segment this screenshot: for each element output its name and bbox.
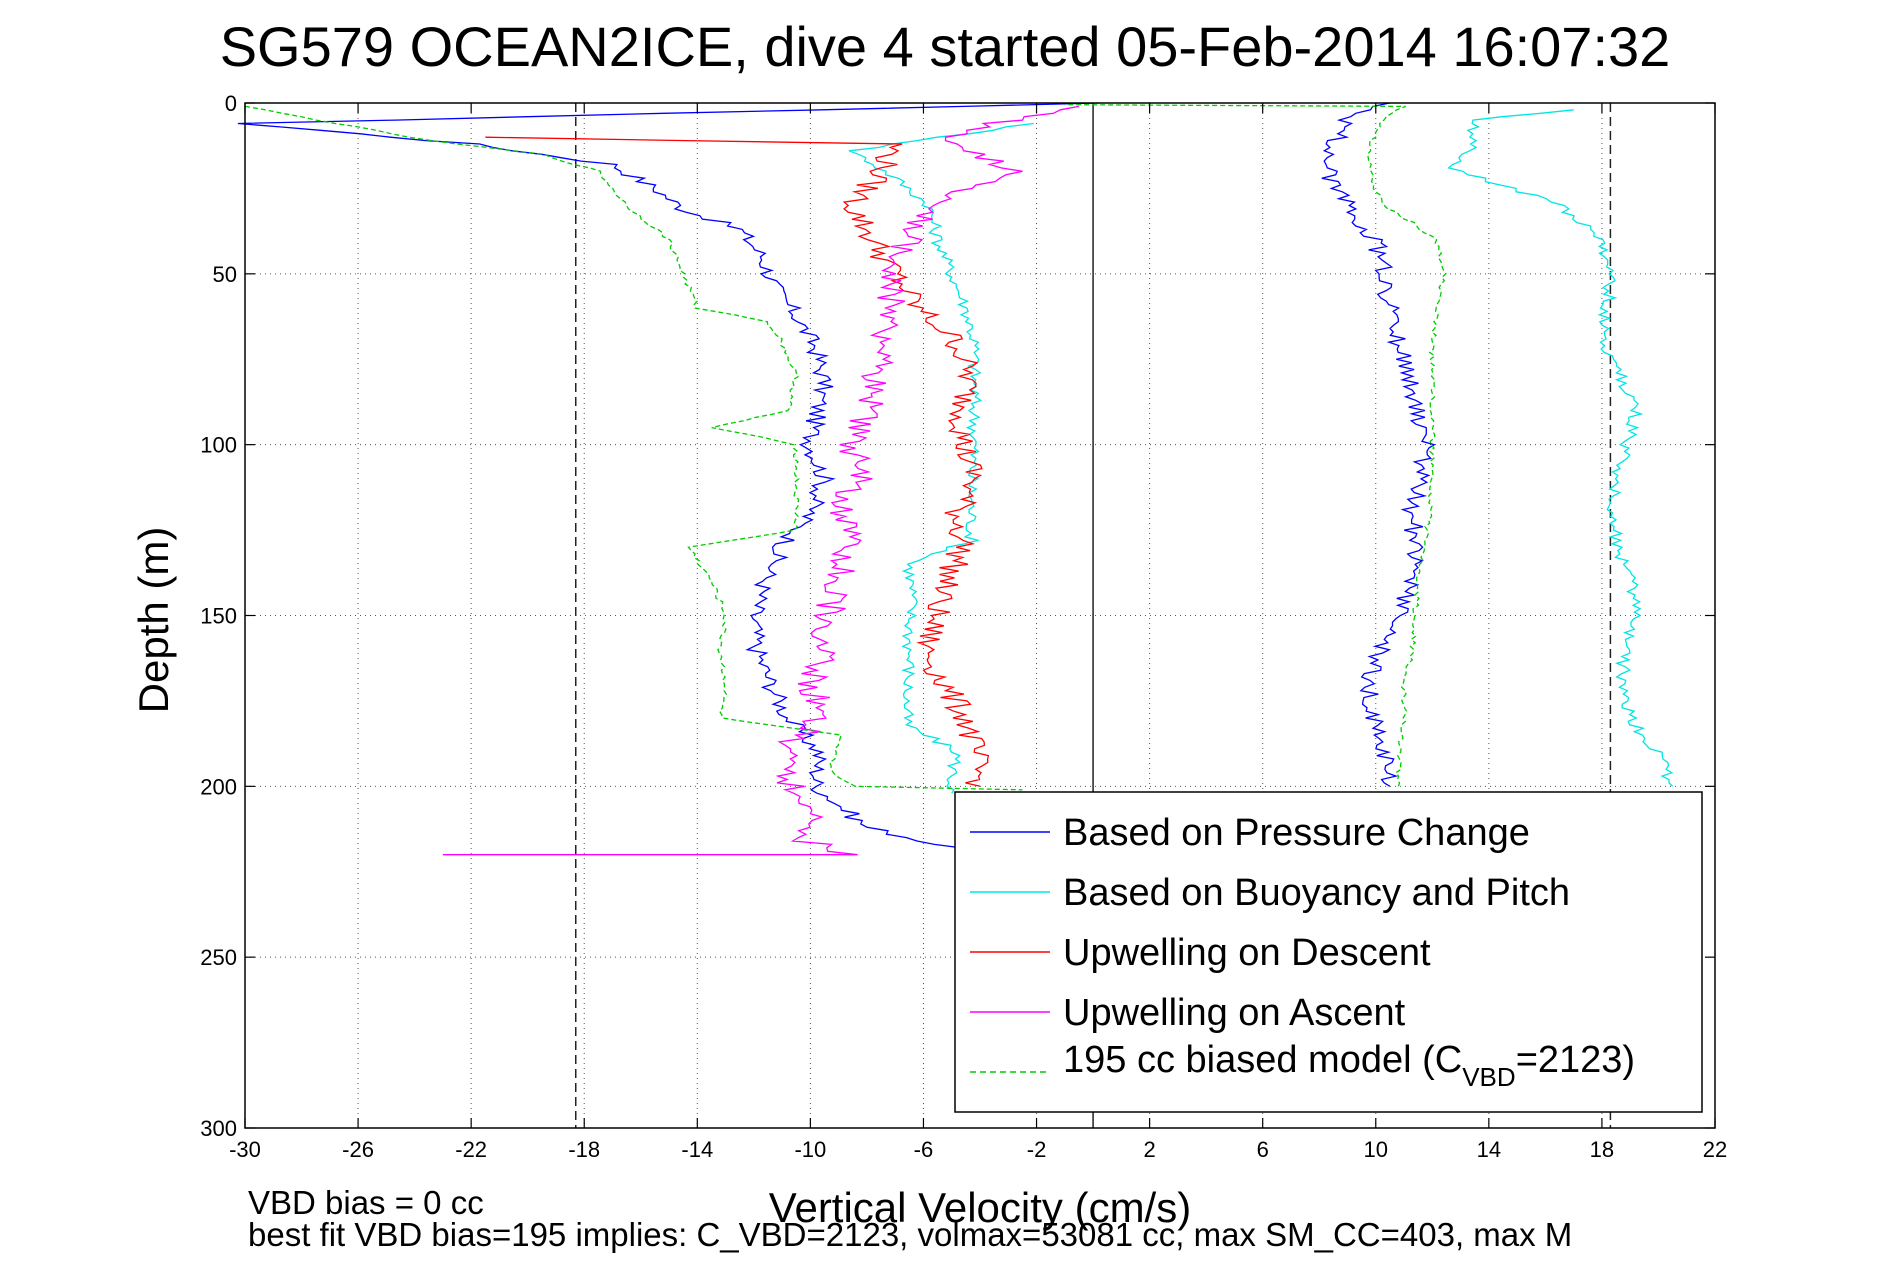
y-tick-label: 0 — [225, 91, 237, 116]
legend-biased-model-prefix: 195 cc biased model (C — [1063, 1039, 1462, 1081]
x-tick-label: 10 — [1364, 1137, 1388, 1162]
x-tick-label: -18 — [568, 1137, 600, 1162]
y-tick-label: 100 — [200, 433, 237, 458]
y-tick-label: 50 — [213, 262, 237, 287]
y-tick-label: 300 — [200, 1116, 237, 1141]
x-tick-label: 6 — [1257, 1137, 1269, 1162]
y-axis-label: Depth (m) — [130, 527, 177, 714]
grid — [245, 103, 1715, 1128]
x-tick-label: -6 — [914, 1137, 934, 1162]
x-tick-label: -30 — [229, 1137, 261, 1162]
series-line-biased-model-ascent — [1064, 104, 1447, 787]
annotation-vbd-bias: VBD bias = 0 cc — [248, 1184, 484, 1221]
legend-box — [954, 791, 1703, 1113]
y-tick-label: 200 — [200, 774, 237, 799]
series-line-buoyancy-pitch — [848, 122, 1034, 794]
legend-label-pressure-change: Based on Pressure Change — [1063, 812, 1530, 854]
series-line-upwelling-ascent — [442, 105, 1080, 856]
x-tick-label: -14 — [681, 1137, 713, 1162]
series-line-biased-model — [244, 105, 1023, 791]
axis-ticks: -30 -26 -22 -18 -14 -10 -6 -2 2 6 10 14 18 2205010015… — [200, 91, 1727, 1162]
x-tick-label: -26 — [342, 1137, 374, 1162]
x-tick-label: -2 — [1027, 1137, 1047, 1162]
annotation-best-fit: best fit VBD bias=195 implies: C_VBD=212… — [248, 1216, 1572, 1253]
series-lines — [237, 102, 1674, 856]
legend-biased-model-suffix: =2123) — [1516, 1039, 1635, 1081]
chart-title: SG579 OCEAN2ICE, dive 4 started 05-Feb-2… — [220, 15, 1671, 78]
y-tick-label: 250 — [200, 945, 237, 970]
series-line-upwelling-descent — [485, 136, 990, 787]
legend: Based on Pressure Change Based on Buoyan… — [954, 791, 1703, 1113]
legend-label-biased-model: 195 cc biased model (CVBD=2123) — [1063, 1039, 1635, 1092]
y-tick-label: 150 — [200, 604, 237, 629]
legend-label-upwelling-descent: Upwelling on Descent — [1063, 932, 1431, 974]
x-tick-label: -10 — [794, 1137, 826, 1162]
x-tick-label: 22 — [1703, 1137, 1727, 1162]
series-line-pressure-change-ascent — [1321, 102, 1436, 787]
legend-label-buoyancy-pitch: Based on Buoyancy and Pitch — [1063, 872, 1570, 914]
x-tick-label: -22 — [455, 1137, 487, 1162]
legend-label-upwelling-ascent: Upwelling on Ascent — [1063, 992, 1406, 1034]
x-tick-label: 14 — [1477, 1137, 1501, 1162]
x-tick-label: 2 — [1143, 1137, 1155, 1162]
series-line-buoyancy-pitch-ascent — [1447, 109, 1674, 787]
legend-biased-model-subscript: VBD — [1462, 1062, 1515, 1092]
x-axis-label: Vertical Velocity (cm/s) — [769, 1184, 1191, 1231]
x-tick-label: 18 — [1590, 1137, 1614, 1162]
